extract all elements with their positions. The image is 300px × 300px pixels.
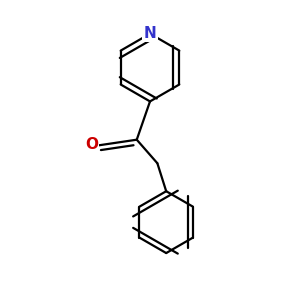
Text: N: N [144, 26, 156, 41]
Text: O: O [85, 136, 98, 152]
